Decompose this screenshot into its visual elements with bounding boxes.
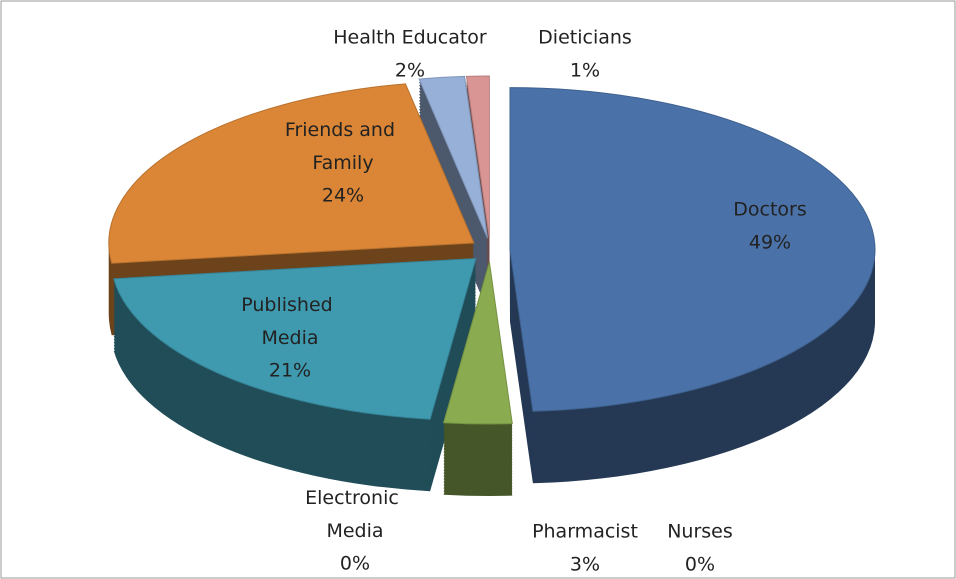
label-line: Media: [261, 327, 318, 349]
slice-side-layer: [419, 94, 488, 257]
slice-value-label: 3%: [570, 554, 600, 576]
slice-value-label: 0%: [340, 553, 370, 575]
slice-side-layer: [419, 112, 488, 275]
slice-value-label: 49%: [749, 232, 791, 254]
slice-value-label: 2%: [395, 60, 425, 82]
slice: [442, 261, 513, 425]
slice-side-layer: [419, 100, 488, 263]
slice-value-label: 0%: [685, 554, 715, 576]
slice-value-label: 21%: [269, 360, 311, 382]
label-line: Published: [241, 294, 339, 316]
slice-side-layer: [419, 106, 488, 269]
slice-label: Dieticians: [538, 27, 632, 49]
slice: [418, 75, 488, 239]
label-line: Family: [312, 152, 373, 174]
slice: [108, 83, 475, 264]
label-line: Electronic: [305, 487, 405, 509]
slice: [113, 257, 477, 420]
slice-side-layer: [419, 85, 488, 248]
slice-side-layer: [419, 88, 488, 251]
slice-label: Published Media: [241, 294, 339, 349]
slice-side-layer: [419, 82, 488, 245]
slice-label: Electronic Media: [305, 487, 405, 542]
slice: [509, 87, 876, 412]
slice-label: Pharmacist: [532, 521, 638, 543]
label-line: Media: [326, 520, 383, 542]
slice-side-layer: [419, 109, 488, 272]
slice-label: Friends and Family: [285, 119, 401, 174]
slice-side-layer: [419, 103, 488, 266]
slice-value-label: 1%: [570, 60, 600, 82]
slice-value-label: 24%: [322, 185, 364, 207]
slice: [465, 75, 490, 239]
label-line: Friends and: [285, 119, 401, 141]
slice-label: Health Educator: [333, 27, 487, 49]
slice-label: Nurses: [667, 521, 733, 543]
slice-side-layer: [419, 91, 488, 254]
slice-label: Doctors: [733, 199, 807, 221]
slice-side-layer: [419, 97, 488, 260]
